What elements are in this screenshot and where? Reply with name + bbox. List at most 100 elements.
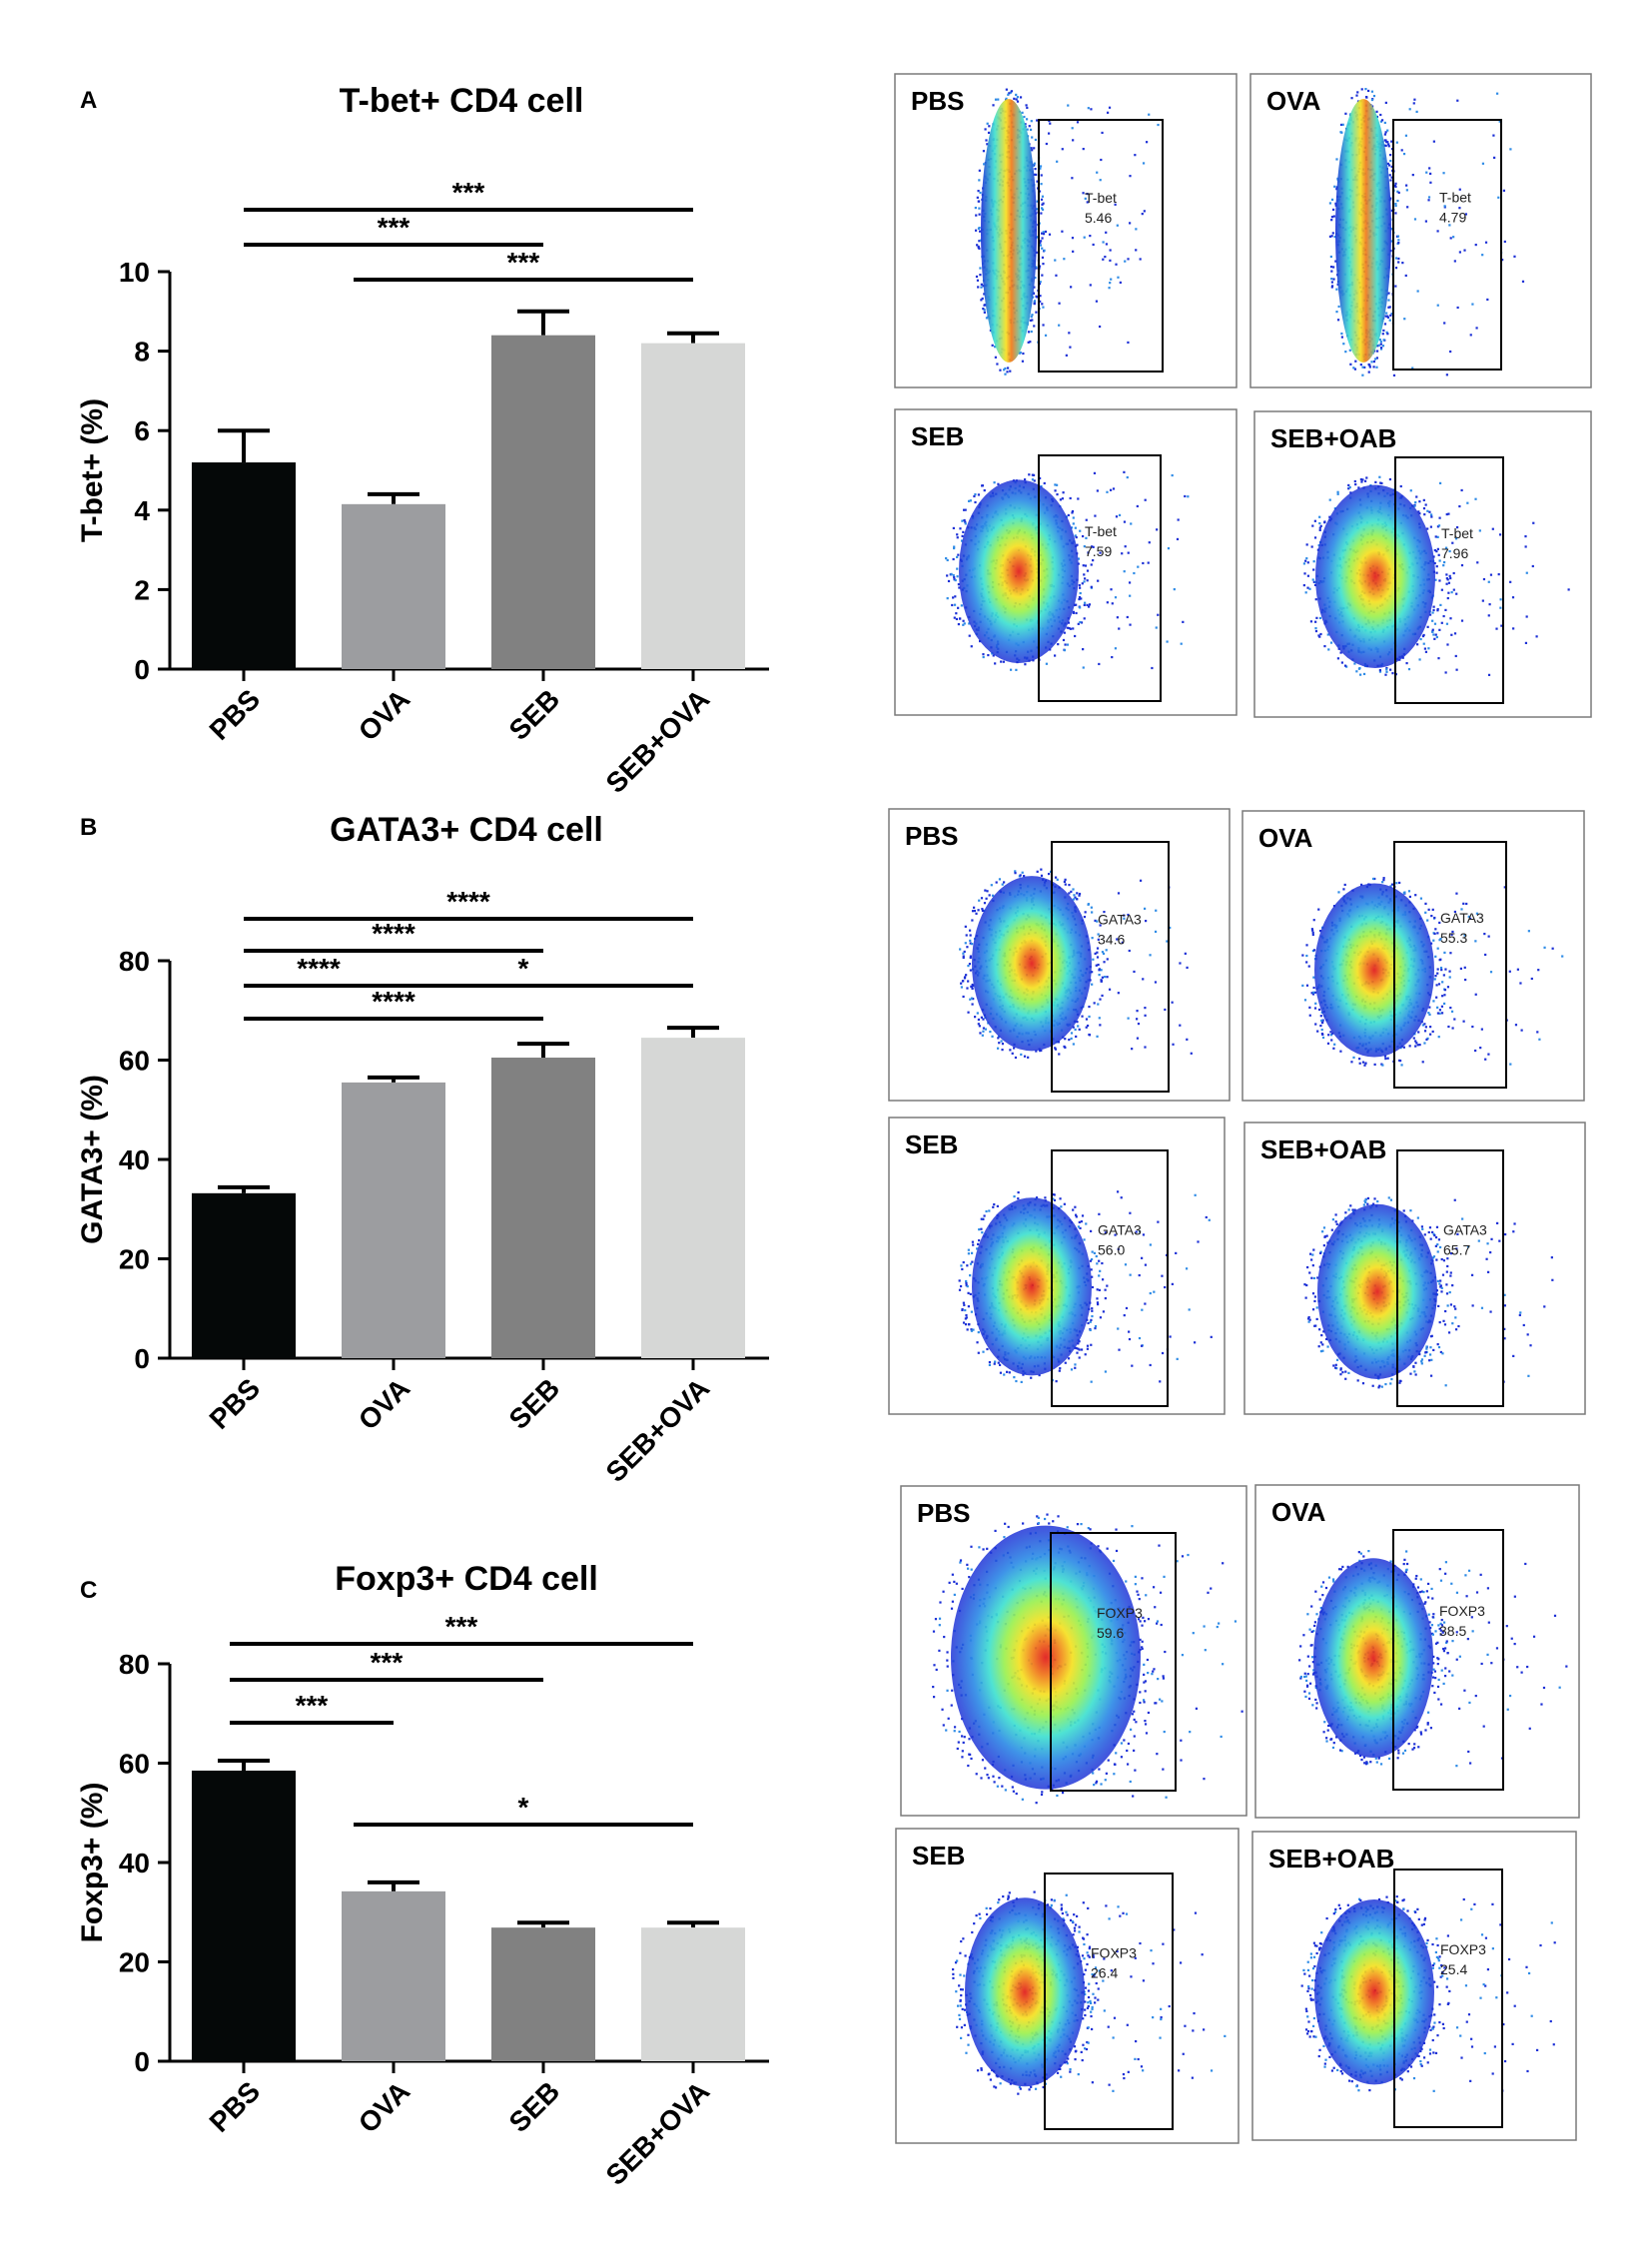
event-dot — [983, 488, 986, 492]
event-dot — [1148, 113, 1151, 116]
event-dot — [1453, 910, 1456, 914]
event-dot — [1099, 179, 1102, 182]
event-dot — [1057, 642, 1060, 646]
flow-cytometry-plots: PBST-bet5.46OVAT-bet4.79SEBT-bet7.59SEB+… — [888, 73, 1592, 2144]
event-dot — [1407, 890, 1411, 893]
event-dot — [1063, 258, 1066, 261]
event-dot — [1085, 536, 1088, 539]
event-dot — [966, 1264, 969, 1267]
event-dot — [1333, 185, 1336, 188]
y-tick-label: 80 — [119, 946, 150, 977]
event-dot — [976, 279, 980, 282]
event-dot — [1312, 976, 1315, 979]
event-dot — [1030, 1376, 1033, 1379]
event-dot — [1382, 339, 1385, 342]
event-dot — [1123, 1314, 1126, 1317]
event-dot — [1368, 364, 1371, 367]
event-dot — [1089, 284, 1092, 287]
event-dot — [1111, 655, 1114, 659]
event-dot — [1471, 303, 1474, 306]
event-dot — [1525, 615, 1528, 618]
event-dot — [1105, 243, 1109, 246]
event-dot — [1021, 871, 1024, 874]
event-dot — [1372, 360, 1376, 364]
event-dot — [1083, 580, 1086, 583]
event-dot — [992, 104, 995, 107]
event-dot — [1047, 872, 1051, 876]
event-dot — [1301, 984, 1304, 987]
event-dot — [1390, 176, 1393, 179]
event-dot — [979, 1032, 982, 1035]
event-dot — [1435, 1225, 1439, 1228]
event-dot — [1118, 513, 1122, 516]
event-dot — [1020, 1053, 1023, 1056]
event-dot — [1026, 128, 1029, 131]
event-dot — [1512, 627, 1515, 630]
event-dot — [1124, 1263, 1128, 1266]
event-dot — [1305, 543, 1308, 546]
event-dot — [1091, 983, 1094, 986]
event-dot — [1484, 241, 1488, 244]
event-dot — [1413, 218, 1417, 221]
event-dot — [1527, 1374, 1530, 1377]
event-dot — [975, 912, 978, 915]
event-dot — [1083, 573, 1086, 576]
event-dot — [1438, 481, 1442, 484]
event-dot — [1427, 1012, 1430, 1015]
event-dot — [1098, 1259, 1101, 1262]
event-dot — [1317, 1345, 1320, 1348]
event-dot — [969, 934, 972, 937]
event-dot — [1413, 1370, 1416, 1373]
event-dot — [1400, 149, 1403, 152]
event-dot — [1082, 192, 1085, 195]
event-dot — [1035, 1196, 1039, 1199]
event-dot — [1136, 504, 1139, 508]
event-dot — [1420, 1360, 1423, 1363]
event-dot — [1344, 1370, 1347, 1373]
event-dot — [971, 1260, 974, 1263]
y-tick-label: 10 — [119, 257, 150, 288]
dotplot-sample-name: SEB — [905, 1129, 958, 1159]
event-dot — [1070, 890, 1073, 893]
event-dot — [1314, 598, 1317, 601]
event-dot — [995, 881, 998, 884]
event-dot — [1414, 1361, 1417, 1364]
event-dot — [1371, 877, 1375, 881]
event-dot — [1084, 911, 1087, 914]
event-dot — [1415, 110, 1418, 113]
event-dot — [1339, 1050, 1342, 1053]
event-dot — [1436, 230, 1439, 233]
event-dot — [977, 1330, 980, 1334]
event-dot — [1313, 1007, 1317, 1010]
event-dot — [1330, 281, 1333, 284]
event-dot — [1489, 573, 1493, 576]
x-tick-label: PBS — [204, 683, 267, 746]
y-tick-label: 40 — [119, 1848, 150, 1878]
event-dot — [1077, 622, 1080, 625]
event-dot — [1426, 527, 1429, 530]
event-dot — [1431, 1230, 1434, 1234]
event-dot — [977, 246, 980, 249]
event-dot — [1035, 251, 1038, 254]
event-dot — [950, 572, 953, 575]
event-dot — [1376, 345, 1379, 348]
event-dot — [1133, 571, 1136, 575]
event-dot — [1100, 979, 1103, 982]
event-dot — [1108, 106, 1112, 109]
event-dot — [1385, 666, 1388, 670]
event-dot — [1379, 348, 1383, 351]
event-dot — [1347, 487, 1350, 490]
event-dot — [1074, 1028, 1077, 1032]
event-dot — [1429, 525, 1432, 528]
event-dot — [1424, 1026, 1427, 1029]
event-dot — [1508, 970, 1511, 973]
event-dot — [1024, 123, 1027, 126]
event-dot — [979, 267, 982, 270]
event-dot — [1323, 644, 1326, 648]
event-dot — [1159, 1380, 1162, 1383]
event-dot — [987, 653, 990, 657]
event-dot — [1440, 1286, 1443, 1289]
event-dot — [1434, 975, 1437, 978]
event-dot — [1313, 519, 1316, 522]
event-dot — [958, 586, 961, 589]
